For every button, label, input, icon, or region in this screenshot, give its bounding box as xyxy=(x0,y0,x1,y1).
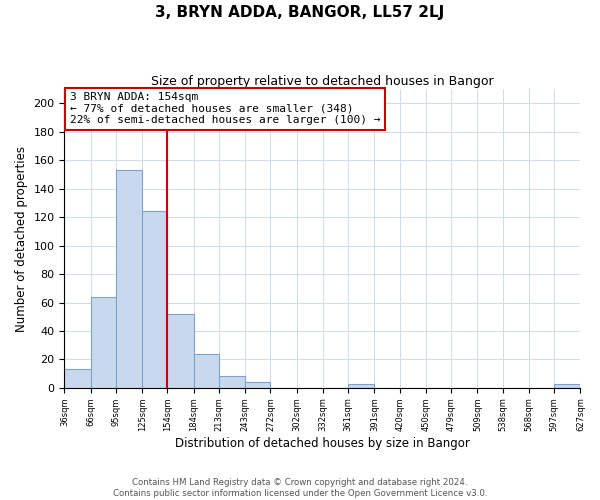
Bar xyxy=(142,212,167,388)
Y-axis label: Number of detached properties: Number of detached properties xyxy=(15,146,28,332)
Bar xyxy=(167,314,194,388)
Bar xyxy=(348,384,374,388)
Bar xyxy=(194,354,219,388)
Bar xyxy=(554,384,580,388)
Bar xyxy=(64,370,91,388)
Text: 3, BRYN ADDA, BANGOR, LL57 2LJ: 3, BRYN ADDA, BANGOR, LL57 2LJ xyxy=(155,5,445,20)
Bar xyxy=(219,376,245,388)
Text: 3 BRYN ADDA: 154sqm
← 77% of detached houses are smaller (348)
22% of semi-detac: 3 BRYN ADDA: 154sqm ← 77% of detached ho… xyxy=(70,92,380,126)
Bar xyxy=(116,170,142,388)
Text: Contains HM Land Registry data © Crown copyright and database right 2024.
Contai: Contains HM Land Registry data © Crown c… xyxy=(113,478,487,498)
Bar xyxy=(245,382,271,388)
X-axis label: Distribution of detached houses by size in Bangor: Distribution of detached houses by size … xyxy=(175,437,470,450)
Title: Size of property relative to detached houses in Bangor: Size of property relative to detached ho… xyxy=(151,75,494,88)
Bar xyxy=(91,297,116,388)
